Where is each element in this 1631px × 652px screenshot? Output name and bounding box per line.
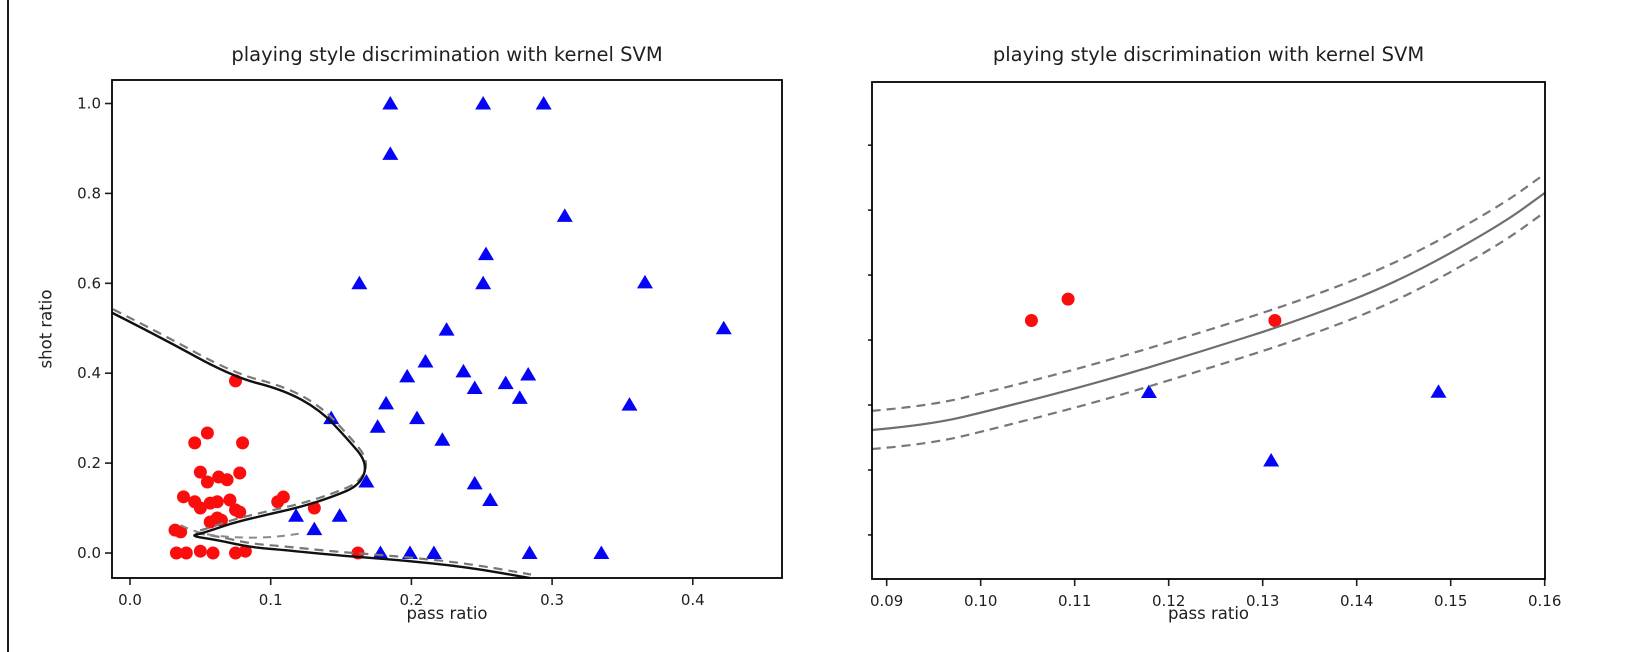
data-point-blue-triangles (520, 367, 537, 381)
data-point-blue-triangles (621, 397, 638, 411)
data-point-blue-triangles (521, 545, 538, 560)
data-point-blue-triangles (475, 96, 492, 110)
data-point-blue-triangles (466, 380, 483, 395)
y-tick-label: 0.4 (77, 364, 101, 382)
data-point-blue-triangles (409, 410, 426, 425)
data-point-blue-triangles (351, 275, 368, 290)
data-point-red-circles (1061, 292, 1075, 306)
data-point-blue-triangles (1430, 384, 1447, 398)
data-point-blue-triangles (482, 492, 499, 506)
axes-frame (111, 79, 783, 579)
data-point-red-circles (233, 466, 247, 480)
data-point-red-circles (176, 490, 190, 504)
data-point-blue-triangles (1140, 384, 1157, 398)
data-point-blue-triangles (288, 508, 305, 522)
y-tick-label: 0.8 (77, 184, 101, 202)
left-x-axis-label: pass ratio (406, 604, 488, 623)
y-tick-label: 0.0 (77, 544, 101, 562)
data-point-blue-triangles (1263, 453, 1280, 467)
x-tick-label: 0.15 (1434, 592, 1467, 610)
data-point-blue-triangles (306, 521, 323, 536)
x-tick-label: 0.14 (1340, 592, 1373, 610)
x-tick-label: 0.09 (870, 592, 903, 610)
right-x-axis-label: pass ratio (1167, 604, 1250, 623)
data-point-red-circles (168, 523, 182, 537)
right-plot-canvas: 0.09 0.10 0.11 0.12 0.13 0.14 0.15 0.16 (868, 81, 1561, 610)
data-point-blue-triangles (535, 96, 552, 110)
data-point-blue-triangles (455, 363, 472, 378)
margin-lower-dashed-curve (871, 211, 1546, 451)
x-tick-label: 0.4 (681, 591, 705, 609)
x-tick-label: 0.2 (399, 591, 423, 609)
y-tick-label: 0.6 (77, 274, 101, 292)
axes-frame (871, 81, 1546, 580)
data-point-blue-triangles (401, 545, 418, 560)
data-point-blue-triangles (382, 146, 399, 160)
data-point-red-circles (179, 546, 193, 560)
data-point-blue-triangles (556, 208, 573, 222)
x-tick-label: 0.0 (118, 591, 142, 609)
curves-group (871, 173, 1546, 451)
data-point-blue-triangles (434, 432, 451, 446)
data-point-red-circles (238, 544, 252, 558)
data-point-red-circles (203, 515, 217, 529)
data-point-blue-triangles (417, 354, 434, 368)
x-tick-label: 0.3 (540, 591, 564, 609)
data-point-red-circles (214, 513, 228, 527)
right-plot-title: playing style discrimination with kernel… (992, 43, 1425, 66)
data-point-red-circles (188, 436, 202, 450)
data-point-blue-triangles (331, 508, 348, 522)
data-point-blue-triangles (511, 390, 528, 404)
data-point-blue-triangles (636, 274, 653, 289)
x-tick-label: 0.16 (1528, 592, 1561, 610)
data-point-blue-triangles (425, 545, 442, 560)
data-point-red-circles (233, 505, 247, 519)
data-point-blue-triangles (715, 320, 732, 335)
data-point-red-circles (193, 544, 207, 558)
data-point-red-circles (220, 473, 234, 487)
data-point-blue-triangles (497, 375, 514, 390)
data-point-blue-triangles (438, 322, 455, 336)
margin-dashed-inner-curve (180, 524, 299, 539)
data-point-red-circles (229, 546, 243, 560)
y-tick-label: 0.2 (77, 454, 101, 472)
right-subplot: playing style discrimination with kernel… (868, 0, 1631, 652)
data-point-blue-triangles (378, 395, 395, 410)
x-tick-label: 0.10 (964, 592, 997, 610)
data-point-red-circles (200, 426, 214, 440)
data-point-red-circles (210, 495, 224, 509)
data-point-blue-triangles (369, 419, 386, 433)
data-point-red-circles (206, 546, 220, 560)
data-point-red-circles (193, 501, 207, 515)
data-point-blue-triangles (593, 545, 610, 560)
data-point-red-circles (193, 465, 207, 479)
data-point-blue-triangles (358, 474, 375, 488)
margin-upper-dashed-curve (871, 173, 1546, 412)
data-point-blue-triangles (382, 96, 399, 110)
data-point-blue-triangles (399, 368, 416, 383)
x-tick-label: 0.1 (259, 591, 283, 609)
decision-boundary-curve (111, 311, 531, 579)
curves-group (111, 308, 532, 579)
decision-boundary-curve (871, 192, 1546, 432)
x-tick-label: 0.13 (1246, 592, 1279, 610)
data-point-red-circles (276, 490, 290, 504)
x-tick-label: 0.11 (1058, 592, 1091, 610)
data-point-red-circles (1268, 313, 1282, 327)
data-point-blue-triangles (475, 275, 492, 290)
data-point-blue-triangles (466, 475, 483, 490)
data-point-red-circles (223, 493, 237, 507)
left-plot-canvas: 0.0 0.1 0.2 0.3 0.4 0.0 0.2 0.4 0.6 0.8 1.0 (77, 79, 783, 609)
data-point-red-circles (200, 475, 214, 489)
left-plot-title: playing style discrimination with kernel… (231, 43, 663, 66)
data-point-blue-triangles (477, 246, 494, 261)
x-tick-label: 0.12 (1152, 592, 1185, 610)
data-point-red-circles (236, 436, 250, 450)
data-point-red-circles (1024, 313, 1038, 327)
data-point-red-circles (169, 546, 183, 560)
y-tick-label: 1.0 (77, 95, 101, 113)
window-border-line (7, 0, 9, 652)
left-subplot: playing style discrimination with kernel… (37, 43, 783, 623)
